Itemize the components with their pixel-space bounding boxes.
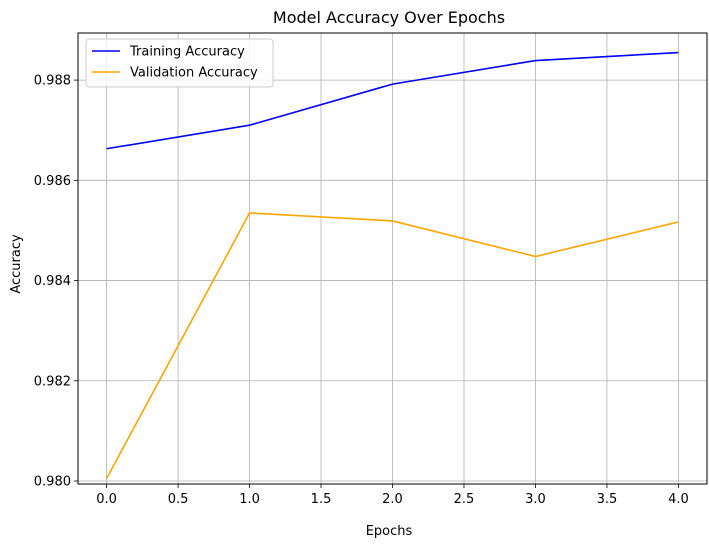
- x-tick-label: 0.0: [96, 492, 117, 507]
- series-line-validation: [105, 212, 679, 479]
- x-axis-ticks: 0.0 0.5 1.0 1.5 2.0 2.5 3.0 3.5 4.0: [96, 484, 689, 507]
- x-axis-label: Epochs: [366, 524, 413, 539]
- series-lines: [105, 51, 679, 479]
- y-tick-label: 0.984: [34, 274, 71, 289]
- chart-title: Model Accuracy Over Epochs: [273, 8, 505, 27]
- y-tick-label: 0.988: [34, 74, 71, 89]
- x-tick-label: 1.5: [311, 492, 332, 507]
- grid-lines: [78, 33, 707, 484]
- x-tick-label: 4.0: [668, 492, 689, 507]
- legend-label-validation: Validation Accuracy: [130, 66, 258, 81]
- y-tick-label: 0.980: [34, 474, 71, 489]
- x-tick-label: 1.0: [239, 492, 260, 507]
- legend-label-training: Training Accuracy: [129, 45, 245, 60]
- y-axis-label: Accuracy: [9, 234, 24, 294]
- x-tick-label: 2.5: [454, 492, 475, 507]
- y-axis-ticks: 0.980 0.982 0.984 0.986 0.988: [34, 74, 78, 489]
- x-tick-label: 3.0: [525, 492, 546, 507]
- x-tick-label: 2.0: [382, 492, 403, 507]
- y-tick-label: 0.986: [34, 174, 71, 189]
- y-tick-label: 0.982: [34, 374, 71, 389]
- legend-box: [85, 38, 274, 88]
- x-tick-label: 3.5: [597, 492, 618, 507]
- x-tick-label: 0.5: [168, 492, 189, 507]
- legend: Training Accuracy Validation Accuracy: [85, 38, 274, 88]
- series-line-training: [106, 51, 679, 150]
